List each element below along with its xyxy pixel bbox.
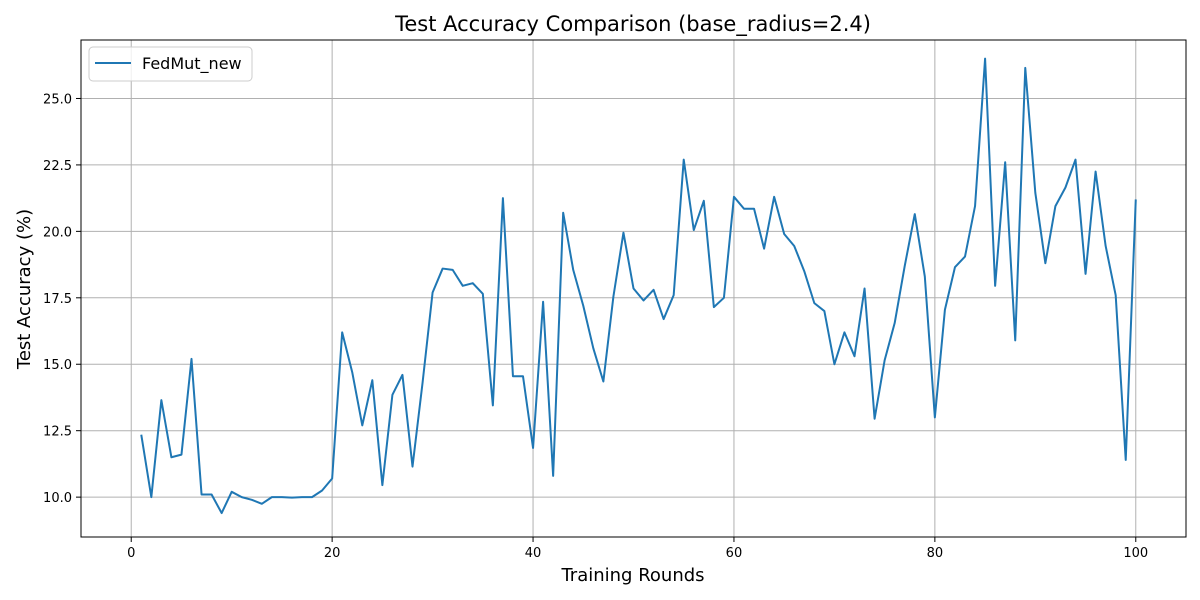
- x-tick-label: 80: [927, 546, 944, 561]
- x-tick-label: 100: [1123, 546, 1148, 561]
- plot-frame: [80, 39, 1187, 538]
- y-tick-label: 15.0: [43, 358, 72, 373]
- legend-box: [88, 46, 253, 82]
- y-tick-label: 20.0: [43, 225, 72, 240]
- legend-label: FedMut_new: [142, 54, 242, 74]
- x-axis-label: Training Rounds: [560, 565, 704, 586]
- y-tick-label: 17.5: [43, 292, 72, 307]
- y-tick-label: 25.0: [43, 92, 72, 107]
- series-layer: [140, 57, 1137, 515]
- x-tick-label: 20: [324, 546, 341, 561]
- y-axis-label: Test Accuracy (%): [14, 209, 35, 370]
- x-tick-label: 40: [525, 546, 542, 561]
- y-tick-label: 10.0: [43, 491, 72, 506]
- grid-lines: [81, 40, 1186, 537]
- legend: FedMut_new: [88, 46, 253, 82]
- axis-ticks: 0 20 40 60 80 100 10.0 12.5 15.0 17.5 20.0 22.5 25.0: [43, 92, 1148, 561]
- y-tick-label: 12.5: [43, 425, 72, 440]
- chart-title: Test Accuracy Comparison (base_radius=2.…: [394, 12, 871, 37]
- x-tick-label: 0: [127, 546, 135, 561]
- y-tick-label: 22.5: [43, 159, 72, 174]
- x-tick-label: 60: [726, 546, 743, 561]
- series-line: [140, 57, 1137, 515]
